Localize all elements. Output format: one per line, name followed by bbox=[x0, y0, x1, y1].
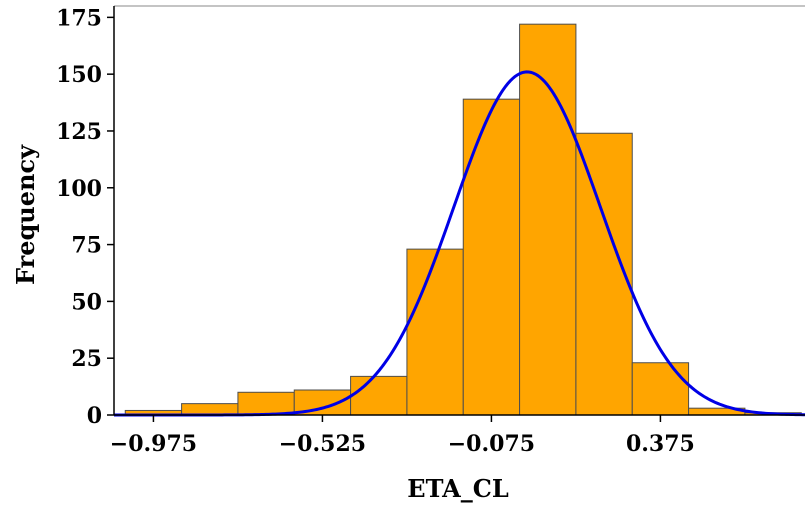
histogram-bar bbox=[237, 391, 295, 416]
y-axis-title: Frequency bbox=[11, 144, 40, 285]
histogram-bar bbox=[631, 362, 690, 416]
x-tick-label: −0.075 bbox=[448, 431, 535, 457]
histogram-bar bbox=[462, 98, 521, 416]
histogram-bar bbox=[181, 403, 239, 416]
x-tick-label: −0.975 bbox=[110, 431, 197, 457]
y-tick-label: 25 bbox=[71, 346, 102, 372]
y-tick-label: 50 bbox=[71, 289, 102, 315]
histogram-bar bbox=[406, 248, 464, 416]
y-axis-ticks: 0 25 50 75 100 125 150 175 bbox=[56, 5, 114, 429]
y-tick-label: 125 bbox=[56, 119, 102, 145]
y-tick-label: 175 bbox=[56, 5, 102, 31]
x-axis-ticks: −0.975 −0.525 −0.075 0.375 bbox=[110, 415, 695, 457]
y-tick-label: 100 bbox=[56, 176, 102, 202]
x-tick-label: 0.375 bbox=[626, 431, 695, 457]
y-tick-label: 75 bbox=[71, 233, 102, 259]
histogram-bar bbox=[519, 23, 577, 416]
y-tick-label: 0 bbox=[87, 403, 102, 429]
x-axis-title: ETA_CL bbox=[407, 474, 509, 503]
y-tick-label: 150 bbox=[56, 62, 102, 88]
x-tick-label: −0.525 bbox=[279, 431, 366, 457]
histogram-bars bbox=[124, 23, 802, 416]
histogram-bar bbox=[350, 375, 408, 416]
